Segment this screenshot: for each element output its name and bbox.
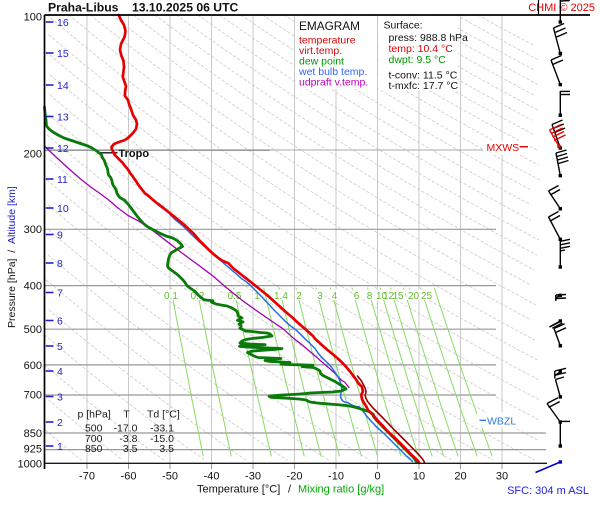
svg-text:-3.8: -3.8 (119, 433, 137, 445)
svg-text:Mixing ratio [g/kg]: Mixing ratio [g/kg] (298, 484, 384, 496)
svg-text:5: 5 (57, 341, 63, 353)
svg-text:200: 200 (24, 149, 42, 161)
svg-text:12: 12 (57, 143, 69, 155)
svg-text:700: 700 (85, 433, 103, 445)
svg-text:3: 3 (57, 391, 63, 403)
svg-text:WBZL: WBZL (487, 416, 516, 428)
svg-text:-50: -50 (162, 471, 178, 483)
svg-text:/: / (288, 484, 292, 496)
svg-text:25: 25 (421, 291, 433, 302)
svg-text:8: 8 (367, 291, 373, 302)
svg-text:-20: -20 (287, 471, 303, 483)
svg-text:500: 500 (85, 423, 103, 435)
svg-text:EMAGRAM: EMAGRAM (299, 19, 360, 33)
svg-text:600: 600 (24, 360, 42, 372)
svg-text:t-mxfc: 17.7 °C: t-mxfc: 17.7 °C (389, 80, 459, 92)
svg-text:temp: 10.4 °C: temp: 10.4 °C (389, 43, 454, 55)
svg-text:6: 6 (354, 291, 360, 302)
svg-text:2: 2 (57, 417, 63, 429)
svg-text:p [hPa]: p [hPa] (78, 409, 111, 421)
svg-text:14: 14 (57, 80, 69, 92)
svg-text:0.5: 0.5 (228, 291, 242, 302)
svg-text:10: 10 (57, 203, 69, 215)
svg-text:8: 8 (57, 258, 63, 270)
svg-text:Praha-Libus 13.10.2025 06 U: Praha-Libus 13.10.2025 06 UTC (48, 1, 239, 15)
svg-text:Tropo: Tropo (119, 148, 150, 160)
svg-text:udpraft v.temp.: udpraft v.temp. (299, 77, 368, 89)
svg-text:dwpt: 9.5 °C: dwpt: 9.5 °C (389, 54, 447, 66)
svg-text:6: 6 (57, 315, 63, 327)
svg-text:400: 400 (24, 281, 42, 293)
svg-text:2: 2 (296, 291, 302, 302)
svg-text:1: 1 (57, 441, 63, 453)
svg-text:850: 850 (85, 443, 103, 455)
svg-text:Surface:: Surface: (384, 20, 423, 32)
svg-text:300: 300 (24, 224, 42, 236)
svg-text:-70: -70 (79, 471, 95, 483)
svg-text:-30: -30 (245, 471, 261, 483)
svg-text:CHMI © 2025: CHMI © 2025 (528, 2, 595, 14)
svg-text:3.5: 3.5 (123, 443, 138, 455)
svg-text:4: 4 (57, 366, 63, 378)
svg-text:t-conv: 11.5 °C: t-conv: 11.5 °C (389, 70, 458, 82)
svg-text:925: 925 (24, 444, 42, 456)
svg-text:0.1: 0.1 (164, 291, 178, 302)
svg-text:Pressure [hPa] / Altitude [k: Pressure [hPa] / Altitude [km] (6, 186, 18, 328)
svg-text:10: 10 (376, 291, 388, 302)
svg-text:1.4: 1.4 (274, 291, 288, 302)
svg-text:T: T (123, 409, 130, 421)
svg-text:500: 500 (24, 324, 42, 336)
svg-text:MXWS: MXWS (487, 142, 520, 154)
svg-text:9: 9 (57, 229, 63, 241)
svg-text:12: 12 (383, 291, 395, 302)
svg-text:4: 4 (332, 291, 338, 302)
svg-text:10: 10 (413, 471, 425, 483)
svg-text:3.5: 3.5 (159, 443, 174, 455)
svg-text:dew point: dew point (299, 56, 344, 68)
svg-text:SFC: 304 m ASL: SFC: 304 m ASL (507, 485, 589, 497)
svg-text:11: 11 (57, 174, 68, 186)
svg-text:-40: -40 (204, 471, 220, 483)
svg-text:-17.0: -17.0 (114, 423, 138, 435)
svg-text:100: 100 (24, 12, 42, 24)
svg-text:16: 16 (57, 17, 69, 29)
svg-text:wet bulb temp.: wet bulb temp. (298, 66, 367, 78)
svg-text:15: 15 (392, 291, 404, 302)
svg-text:13: 13 (57, 111, 69, 123)
svg-text:20: 20 (454, 471, 466, 483)
svg-text:20: 20 (408, 291, 420, 302)
svg-text:-60: -60 (121, 471, 137, 483)
svg-text:3: 3 (317, 291, 323, 302)
svg-text:-33.1: -33.1 (150, 423, 174, 435)
svg-text:-10: -10 (328, 471, 344, 483)
svg-text:-15.0: -15.0 (150, 433, 174, 445)
svg-text:30: 30 (496, 471, 508, 483)
svg-text:Td [°C]: Td [°C] (147, 409, 180, 421)
svg-text:0: 0 (374, 471, 380, 483)
svg-text:7: 7 (57, 287, 63, 299)
svg-text:850: 850 (24, 428, 42, 440)
svg-text:15: 15 (57, 48, 69, 60)
svg-text:700: 700 (24, 390, 42, 402)
svg-text:temperature: temperature (299, 35, 356, 47)
svg-text:press: 988.8 hPa: press: 988.8 hPa (389, 32, 469, 44)
svg-text:1: 1 (254, 291, 260, 302)
svg-text:Temperature [°C]: Temperature [°C] (197, 484, 280, 496)
svg-text:virt.temp.: virt.temp. (299, 45, 342, 57)
svg-text:1000: 1000 (18, 459, 42, 471)
